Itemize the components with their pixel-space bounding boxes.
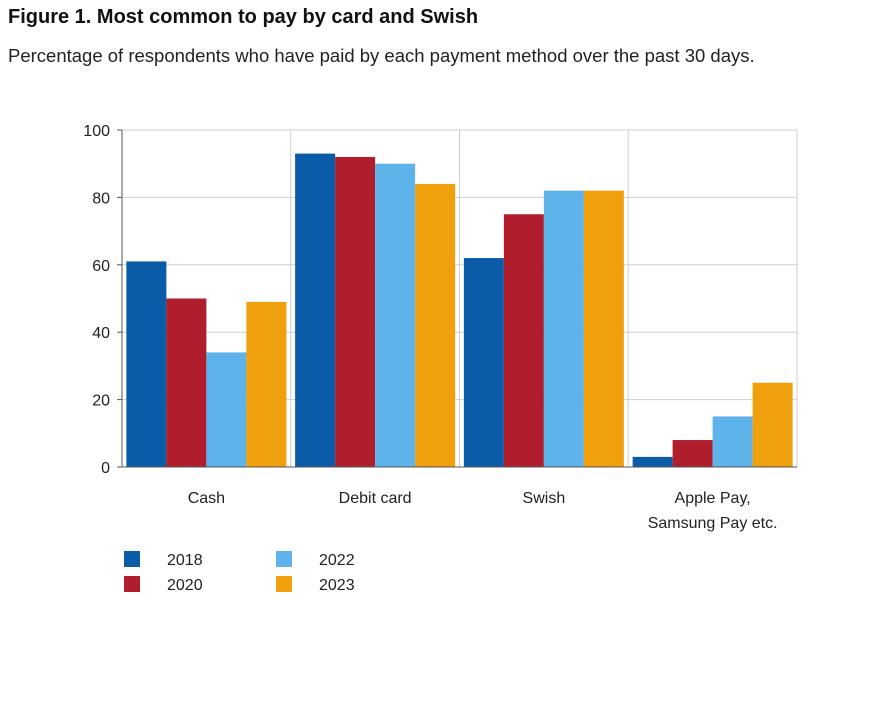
bar-2020 <box>672 440 713 467</box>
legend-swatch-2020 <box>124 576 140 592</box>
bar-2018 <box>632 456 673 467</box>
x-category-label: Samsung Pay etc. <box>648 515 778 532</box>
bar-layer <box>126 153 793 468</box>
chart-title: Figure 1. Most common to pay by card and… <box>8 6 479 28</box>
chart-subtitle: Percentage of respondents who have paid … <box>8 45 755 66</box>
legend-label-2018: 2018 <box>167 552 203 569</box>
y-tick-label: 0 <box>101 460 110 477</box>
bar-2023 <box>246 301 287 467</box>
bar-2023 <box>752 382 793 467</box>
legend-swatch-2023 <box>276 576 292 592</box>
bar-2018 <box>126 261 167 467</box>
legend-swatch-2018 <box>124 551 140 567</box>
legend-label-2022: 2022 <box>319 552 355 569</box>
bar-2022 <box>206 352 247 467</box>
x-category-label: Cash <box>188 490 225 507</box>
y-tick-label: 60 <box>92 258 110 275</box>
bar-2018 <box>463 258 504 467</box>
bar-2023 <box>415 183 456 468</box>
bar-2020 <box>335 156 376 467</box>
bar-2023 <box>583 190 624 467</box>
bar-2020 <box>503 214 544 467</box>
x-category-label: Apple Pay, <box>675 490 751 507</box>
y-tick-label: 20 <box>92 393 110 410</box>
y-tick-label: 80 <box>92 190 110 207</box>
legend-swatch-2022 <box>276 551 292 567</box>
y-tick-label: 40 <box>92 325 110 342</box>
x-category-label: Swish <box>523 490 566 507</box>
axis-layer: 0 20 40 60 80 100 Cash Debit card Swish Apple Pay… <box>83 123 797 532</box>
x-category-label: Debit card <box>339 490 412 507</box>
legend-label-2023: 2023 <box>319 577 355 594</box>
bar-2022 <box>712 416 753 467</box>
bar-2020 <box>166 298 207 467</box>
bar-2022 <box>543 190 584 467</box>
bar-2018 <box>295 153 336 467</box>
legend-label-2020: 2020 <box>167 577 203 594</box>
grid-layer <box>122 129 798 467</box>
bar-2022 <box>375 163 416 467</box>
legend: 2018 2020 2022 2023 <box>124 551 355 594</box>
y-tick-label: 100 <box>83 123 110 140</box>
